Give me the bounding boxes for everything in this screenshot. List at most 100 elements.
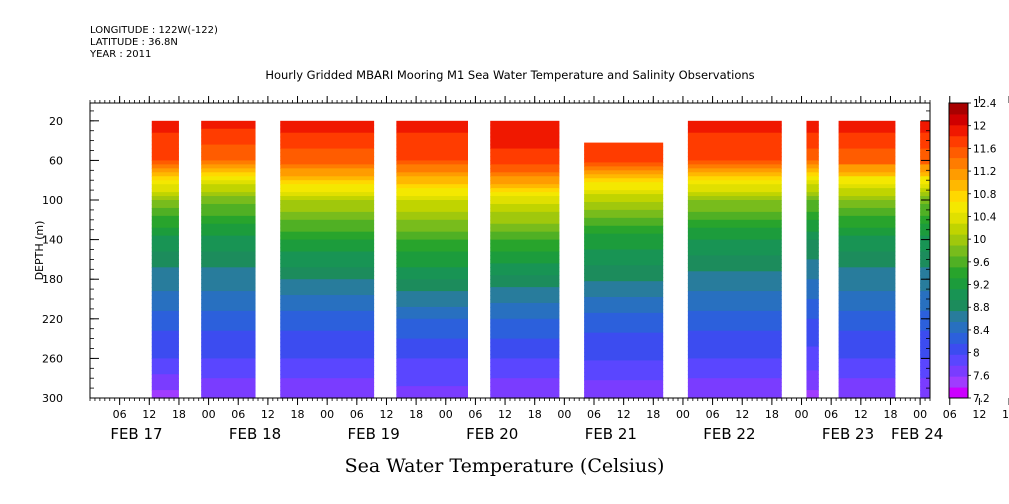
temperature-band <box>920 231 930 237</box>
temperature-band <box>920 247 930 253</box>
temperature-band <box>687 306 782 312</box>
temperature-band <box>490 378 560 383</box>
temperature-band <box>687 148 782 154</box>
x-hour-tick-label: 06 <box>706 408 720 421</box>
temperature-band <box>687 251 782 257</box>
temperature-band <box>687 374 782 379</box>
temperature-band <box>584 324 664 330</box>
temperature-band <box>151 354 179 360</box>
temperature-band <box>920 291 930 296</box>
temperature-band <box>280 247 375 253</box>
temperature-band <box>396 168 468 173</box>
temperature-band <box>920 203 930 209</box>
x-day-label: FEB 17 <box>110 425 162 443</box>
temperature-band <box>920 366 930 371</box>
temperature-band <box>584 217 664 223</box>
temperature-band <box>584 336 664 342</box>
temperature-band <box>920 322 930 328</box>
temperature-band <box>280 326 375 332</box>
temperature-band <box>280 211 375 217</box>
temperature-band <box>838 295 896 300</box>
temperature-band <box>151 239 179 245</box>
temperature-band <box>806 251 819 257</box>
temperature-band <box>806 318 819 324</box>
temperature-band <box>806 247 819 253</box>
temperature-band <box>490 299 560 304</box>
temperature-band <box>806 358 819 363</box>
data-segment <box>687 120 782 399</box>
temperature-band <box>687 184 782 189</box>
temperature-band <box>584 332 664 338</box>
temperature-band <box>806 192 819 197</box>
temperature-band <box>151 247 179 253</box>
temperature-band <box>201 255 256 261</box>
temperature-band <box>490 358 560 363</box>
temperature-band <box>396 215 468 221</box>
temperature-band <box>396 362 468 367</box>
temperature-band <box>838 120 896 126</box>
temperature-band <box>584 174 664 179</box>
temperature-band <box>584 320 664 326</box>
temperature-band <box>490 251 560 257</box>
temperature-band <box>201 382 256 387</box>
temperature-band <box>838 247 896 253</box>
temperature-band <box>584 304 664 310</box>
temperature-band <box>806 124 819 130</box>
temperature-band <box>280 362 375 367</box>
temperature-band <box>151 366 179 371</box>
temperature-band <box>396 354 468 360</box>
temperature-band <box>920 239 930 245</box>
temperature-band <box>687 287 782 292</box>
temperature-band <box>838 200 896 205</box>
temperature-band <box>838 223 896 229</box>
temperature-band <box>396 394 468 399</box>
temperature-band <box>280 314 375 320</box>
temperature-band <box>838 227 896 233</box>
temperature-band <box>584 308 664 314</box>
temperature-band <box>687 326 782 332</box>
temperature-band <box>687 390 782 395</box>
temperature-band <box>687 164 782 169</box>
temperature-band <box>806 334 819 340</box>
temperature-band <box>687 314 782 320</box>
temperature-band <box>687 243 782 249</box>
temperature-band <box>151 223 179 229</box>
temperature-band <box>201 334 256 340</box>
temperature-band <box>838 310 896 316</box>
temperature-band <box>490 330 560 336</box>
colorbar-swatch <box>949 113 968 126</box>
temperature-band <box>280 223 375 229</box>
temperature-band <box>396 180 468 185</box>
temperature-band <box>396 259 468 264</box>
temperature-band <box>490 188 560 193</box>
temperature-band <box>201 251 256 257</box>
temperature-band <box>151 219 179 225</box>
temperature-band <box>201 366 256 371</box>
temperature-band <box>280 231 375 237</box>
temperature-band <box>920 374 930 379</box>
temperature-band <box>201 283 256 288</box>
temperature-band <box>280 148 375 154</box>
x-day-label: FEB 18 <box>229 425 281 443</box>
temperature-band <box>396 211 468 217</box>
temperature-band <box>920 211 930 217</box>
temperature-band <box>280 350 375 356</box>
temperature-band <box>920 378 930 383</box>
x-hour-tick-label: 06 <box>468 408 482 421</box>
temperature-band <box>490 211 560 217</box>
temperature-band <box>584 257 664 262</box>
y-tick-label: 180 <box>42 273 63 286</box>
temperature-band <box>280 390 375 395</box>
colorbar-swatch <box>949 299 968 312</box>
temperature-band <box>396 338 468 344</box>
temperature-band <box>687 160 782 165</box>
temperature-band <box>687 382 782 387</box>
temperature-band <box>687 302 782 308</box>
y-tick-label: 20 <box>49 115 63 128</box>
temperature-band <box>687 354 782 360</box>
temperature-band <box>396 306 468 312</box>
temperature-band <box>201 215 256 221</box>
temperature-band <box>584 201 664 207</box>
temperature-band <box>584 237 664 243</box>
temperature-band <box>687 334 782 340</box>
